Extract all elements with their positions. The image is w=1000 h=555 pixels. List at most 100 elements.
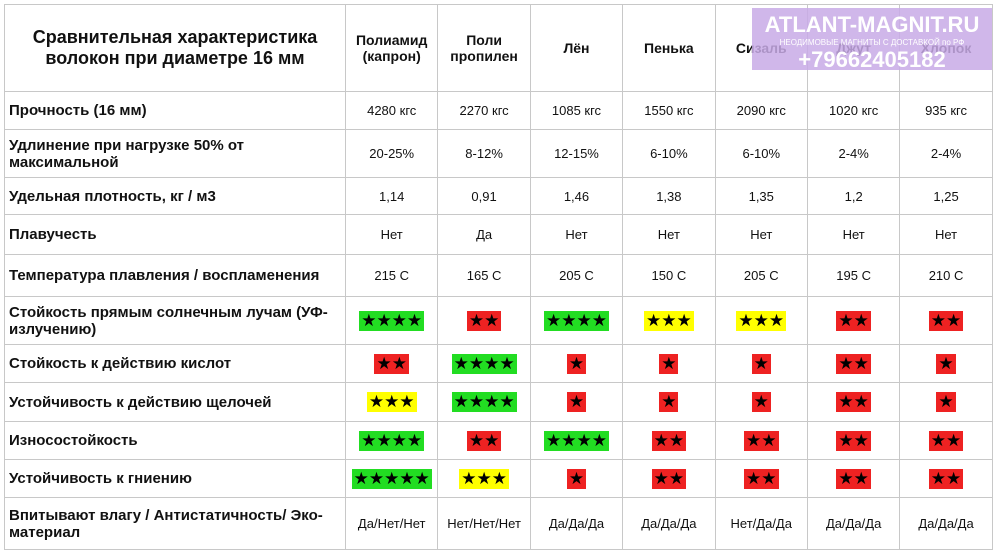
value-cell: 1,35: [714, 177, 808, 215]
star-rating: ★★: [836, 468, 871, 489]
star-rating: ★★★★: [543, 310, 609, 331]
rating-cell: ★: [529, 382, 624, 422]
value-cell: 1,2: [806, 177, 901, 215]
row-label: Стойкость к действию кислот: [4, 344, 346, 383]
table-title: Сравнительная характеристика волокон при…: [4, 4, 346, 92]
rating-cell: ★★: [806, 344, 901, 383]
value-cell: 1,14: [344, 177, 439, 215]
rating-cell: ★★: [622, 459, 716, 498]
watermark-phone: +79662405182: [798, 47, 946, 72]
rating-cell: ★: [899, 382, 993, 422]
star-rating: ★★★★: [359, 310, 425, 331]
star-rating: ★: [936, 353, 956, 374]
star-rating: ★: [566, 392, 587, 412]
value-cell: Нет/Да/Да: [714, 497, 808, 550]
rating-cell: ★★★★: [437, 344, 531, 383]
value-cell: Нет: [622, 214, 716, 255]
value-cell: Да/Да/Да: [529, 497, 624, 550]
star-rating: ★: [936, 392, 956, 412]
rating-cell: ★★: [714, 421, 808, 460]
star-rating: ★: [659, 353, 679, 374]
rating-cell: ★: [529, 344, 624, 383]
star-rating: ★★★★: [543, 430, 609, 451]
star-rating: ★★: [928, 430, 964, 451]
value-cell: Да/Да/Да: [622, 497, 716, 550]
value-cell: Нет: [806, 214, 901, 255]
comparison-table: Сравнительная характеристика волокон при…: [4, 4, 993, 550]
value-cell: 2090 кгс: [714, 91, 808, 130]
rating-cell: ★★★★★: [344, 459, 439, 498]
star-rating: ★★: [928, 310, 964, 331]
rating-cell: ★★: [806, 459, 901, 498]
table-row: Прочность (16 мм) 4280 кгс 2270 кгс 1085 кг…: [4, 91, 993, 130]
star-rating: ★★: [836, 353, 871, 374]
star-rating: ★: [659, 392, 679, 412]
value-cell: 1,46: [529, 177, 624, 215]
table-row: Удельная плотность, кг / м3 1,14 0,91 1,46 1…: [4, 177, 993, 215]
column-header: Поли пропилен: [437, 4, 531, 92]
rating-cell: ★★★: [437, 459, 531, 498]
table-row: Устойчивость к действию щелочей ★★★ ★★★★ ★ ★…: [4, 382, 993, 422]
table-row: Удлинение при нагрузке 50% от максимальн…: [4, 129, 993, 178]
value-cell: 20-25%: [344, 129, 439, 178]
rating-cell: ★: [899, 344, 993, 383]
table-row: Плавучесть Нет Да Нет Нет Нет Нет Нет: [4, 214, 993, 255]
rating-cell: ★★★: [714, 296, 808, 345]
rating-cell: ★★: [806, 421, 901, 460]
rating-cell: ★★: [899, 459, 993, 498]
rating-cell: ★★★: [344, 382, 439, 422]
star-rating: ★★★: [644, 310, 694, 331]
value-cell: 1550 кгс: [622, 91, 716, 130]
value-cell: 195 С: [806, 254, 901, 297]
value-cell: 2-4%: [806, 129, 901, 178]
column-header: Пенька: [622, 4, 716, 92]
rating-cell: ★★: [622, 421, 716, 460]
row-label: Плавучесть: [4, 214, 346, 255]
value-cell: 2-4%: [899, 129, 993, 178]
rating-cell: ★★: [806, 296, 901, 345]
row-label: Удлинение при нагрузке 50% от максимальн…: [4, 129, 346, 178]
row-label: Устойчивость к гниению: [4, 459, 346, 498]
value-cell: Да/Нет/Нет: [344, 497, 439, 550]
star-rating: ★: [566, 353, 587, 374]
row-label: Прочность (16 мм): [4, 91, 346, 130]
rating-cell: ★: [714, 344, 808, 383]
value-cell: 210 С: [899, 254, 993, 297]
rating-cell: ★★: [899, 296, 993, 345]
star-rating: ★★: [928, 468, 964, 489]
value-cell: 1,25: [899, 177, 993, 215]
value-cell: 6-10%: [622, 129, 716, 178]
row-label: Износостойкость: [4, 421, 346, 460]
table-row: Температура плавления / воспламенения 215…: [4, 254, 993, 297]
value-cell: 1085 кгс: [529, 91, 624, 130]
rating-cell: ★★: [899, 421, 993, 460]
watermark-slogan: НЕОДИМОВЫЕ МАГНИТЫ С ДОСТАВКОЙ по РФ: [779, 38, 965, 47]
table-row: Износостойкость ★★★★ ★★ ★★★★ ★★ ★★ ★★ ★★: [4, 421, 993, 460]
rating-cell: ★★★★: [344, 296, 439, 345]
rating-cell: ★: [622, 382, 716, 422]
star-rating: ★★: [374, 353, 409, 374]
rating-cell: ★: [622, 344, 716, 383]
value-cell: 935 кгс: [899, 91, 993, 130]
watermark-site: ATLANT-MAGNIT.RU: [764, 12, 980, 37]
star-rating: ★: [751, 392, 771, 412]
star-rating: ★★: [836, 392, 871, 412]
value-cell: 4280 кгс: [344, 91, 439, 130]
rating-cell: ★★: [437, 296, 531, 345]
row-label: Удельная плотность, кг / м3: [4, 177, 346, 215]
star-rating: ★★: [466, 430, 502, 451]
star-rating: ★★★★: [451, 353, 517, 374]
value-cell: 1,38: [622, 177, 716, 215]
value-cell: 165 С: [437, 254, 531, 297]
star-rating: ★★: [651, 468, 687, 489]
column-header: Лён: [529, 4, 624, 92]
value-cell: Нет: [899, 214, 993, 255]
rating-cell: ★★★: [622, 296, 716, 345]
star-rating: ★★★★: [451, 392, 517, 412]
rating-cell: ★★: [437, 421, 531, 460]
value-cell: 2270 кгс: [437, 91, 531, 130]
star-rating: ★★★: [459, 468, 509, 489]
table-row: Впитывают влагу / Антистатичность/ Эко-м…: [4, 497, 993, 550]
star-rating: ★: [566, 468, 587, 489]
